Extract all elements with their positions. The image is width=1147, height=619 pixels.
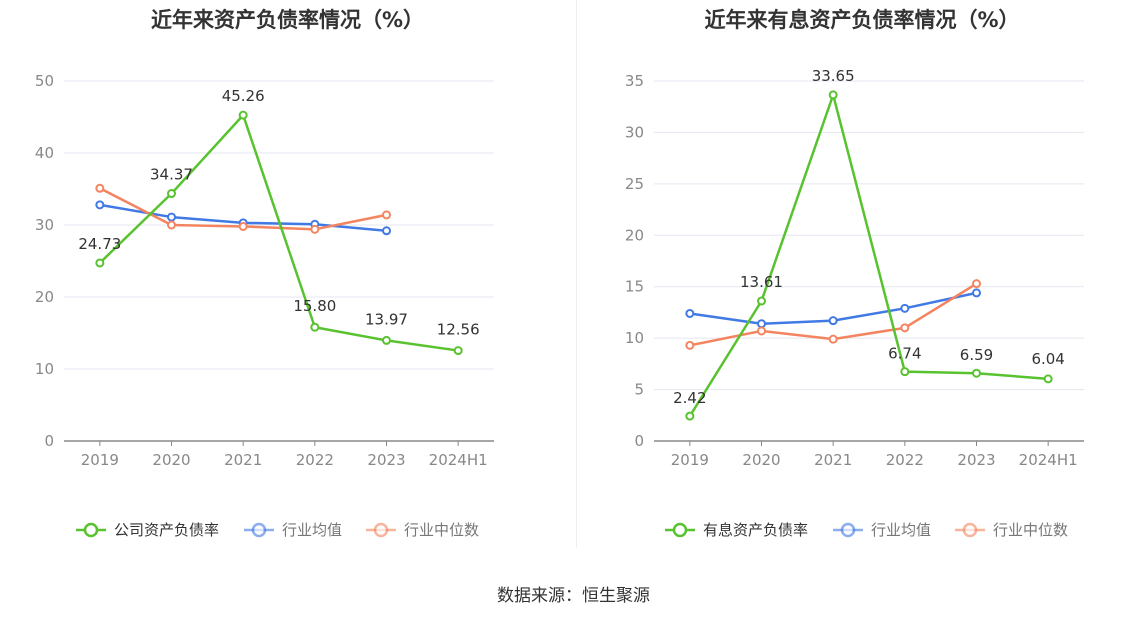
data-point — [972, 368, 981, 378]
legend-label: 行业均值 — [282, 521, 342, 539]
data-point — [310, 224, 320, 234]
data-point — [828, 90, 838, 100]
legend-swatch-marker — [251, 522, 267, 538]
y-tick-label: 20 — [625, 226, 644, 244]
data-label: 6.74 — [888, 345, 921, 363]
y-tick-label: 40 — [35, 144, 54, 162]
x-tick-label: 2024H1 — [1019, 451, 1078, 469]
y-tick-label: 30 — [625, 123, 644, 141]
legend-label: 行业中位数 — [993, 521, 1068, 539]
chart-svg-left: 0 10 20 30 40 50 2019 2020 2021 2022 2023 2024H1 24.… — [35, 72, 494, 539]
data-point — [167, 220, 176, 230]
legend-swatch-marker — [840, 522, 856, 538]
x-tick-label: 2021 — [814, 451, 852, 469]
x-tick-label: 2021 — [224, 451, 262, 469]
data-point — [972, 288, 981, 298]
data-point — [900, 367, 910, 377]
data-point — [1043, 374, 1053, 384]
data-point — [382, 226, 391, 236]
data-point — [453, 346, 463, 356]
data-label: 2.42 — [673, 389, 706, 407]
x-tick-label: 2019 — [671, 451, 709, 469]
y-tick-label: 0 — [634, 432, 644, 450]
y-tick-label: 20 — [35, 288, 54, 306]
y-tick-label: 25 — [625, 175, 644, 193]
panel-divider — [576, 0, 577, 548]
legend-swatch-marker — [373, 522, 389, 538]
x-tick-label: 2023 — [957, 451, 995, 469]
y-tick-label: 5 — [634, 381, 644, 399]
data-label: 24.73 — [78, 235, 121, 253]
data-point — [685, 411, 695, 421]
data-point — [900, 303, 910, 313]
data-point — [310, 322, 320, 332]
data-point — [167, 189, 176, 199]
legend-label: 行业均值 — [871, 521, 931, 539]
chart-svg-right: 0 5 10 15 20 25 30 35 2019 2020 2021 2022 2023 2024H1… — [625, 67, 1084, 539]
data-point — [685, 340, 695, 350]
y-tick-label: 0 — [44, 432, 54, 450]
data-point — [972, 279, 981, 289]
data-label: 6.04 — [1031, 350, 1064, 368]
data-point — [95, 183, 105, 193]
x-tick-label: 2024H1 — [429, 451, 488, 469]
chart-title: 近年来资产负债率情况（%） — [150, 8, 425, 32]
chart-panel-left: 近年来资产负债率情况（%） 0 10 20 30 40 50 2019 2020 2021 202… — [0, 0, 575, 560]
y-tick-label: 10 — [35, 360, 54, 378]
data-point — [167, 212, 176, 222]
data-point — [757, 296, 766, 306]
data-label: 12.56 — [437, 321, 480, 339]
y-tick-label: 10 — [625, 329, 644, 347]
data-point — [238, 221, 248, 231]
legend-swatch-marker — [83, 522, 99, 538]
x-tick-label: 2020 — [152, 451, 190, 469]
y-tick-label: 50 — [35, 72, 54, 90]
data-label: 34.37 — [150, 166, 193, 184]
legend-swatch-marker — [672, 522, 688, 538]
data-label: 15.80 — [293, 297, 336, 315]
data-point — [828, 334, 838, 344]
data-point — [685, 308, 695, 318]
data-point — [95, 200, 105, 210]
y-tick-label: 35 — [625, 72, 644, 90]
series-line-0 — [98, 113, 459, 352]
x-tick-label: 2022 — [886, 451, 924, 469]
data-label: 13.61 — [740, 273, 783, 291]
data-point — [382, 335, 391, 345]
legend-label: 行业中位数 — [404, 521, 479, 539]
data-point — [238, 110, 248, 120]
chart-panel-right: 近年来有息资产负债率情况（%） 0 5 10 15 20 25 30 35 2019 2020 20… — [577, 0, 1147, 560]
data-label: 13.97 — [365, 310, 408, 328]
data-point — [382, 210, 391, 220]
data-label: 6.59 — [960, 346, 993, 364]
legend-label: 公司资产负债率 — [114, 521, 219, 539]
data-point — [95, 258, 105, 268]
legend-label: 有息资产负债率 — [703, 521, 808, 539]
chart-title: 近年来有息资产负债率情况（%） — [704, 8, 1020, 32]
x-tick-label: 2020 — [742, 451, 780, 469]
x-tick-label: 2019 — [81, 451, 119, 469]
legend-swatch-marker — [962, 522, 978, 538]
data-point — [757, 319, 766, 329]
y-tick-label: 15 — [625, 278, 644, 296]
data-point — [900, 323, 910, 333]
y-tick-label: 30 — [35, 216, 54, 234]
data-point — [757, 326, 766, 336]
data-label: 45.26 — [222, 87, 265, 105]
series-line-0 — [688, 93, 1049, 417]
data-source-note: 数据来源：恒生聚源 — [497, 586, 650, 606]
data-label: 33.65 — [812, 67, 855, 85]
x-tick-label: 2022 — [296, 451, 334, 469]
data-point — [828, 316, 838, 326]
x-tick-label: 2023 — [367, 451, 405, 469]
